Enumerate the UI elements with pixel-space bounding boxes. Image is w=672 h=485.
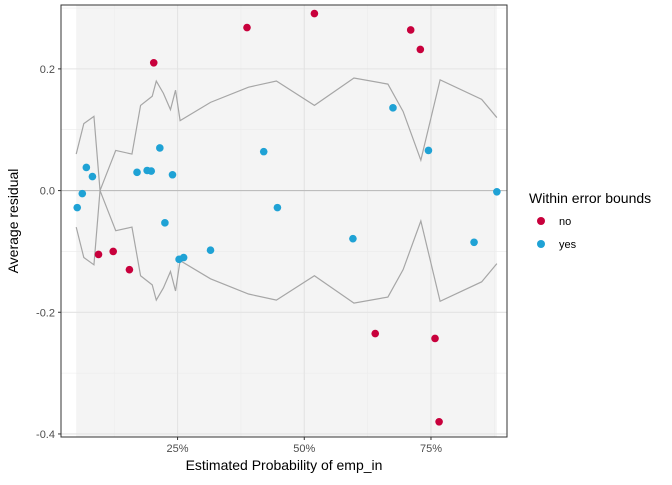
data-point-no [109, 247, 118, 256]
data-point-yes [88, 172, 97, 181]
data-point-yes [179, 253, 188, 262]
data-point-no [435, 417, 443, 426]
data-point-no [243, 23, 251, 32]
data-point-no [371, 329, 380, 338]
legend-key-no [537, 217, 545, 225]
data-point-yes [147, 167, 156, 175]
data-point-yes [389, 104, 397, 112]
axis-ticks: 25% 50% 75% -0.4 -0.2 0.0 0.2 [36, 64, 442, 455]
data-point-yes [161, 219, 169, 227]
y-tick-label: 0.0 [40, 186, 55, 198]
x-tick-label: 25% [167, 443, 189, 455]
data-point-yes [78, 189, 87, 198]
y-tick-label: -0.2 [36, 307, 55, 319]
data-point-no [406, 26, 415, 34]
legend-label-no: no [559, 216, 571, 228]
data-point-yes [470, 238, 478, 247]
x-tick-label: 50% [293, 443, 315, 455]
data-point-no [149, 59, 158, 67]
y-axis-title: Average residual [5, 169, 21, 274]
data-point-no [416, 45, 425, 54]
upper-error-bound-line [75, 77, 498, 191]
x-axis-title: Estimated Probability of emp_in [186, 457, 383, 473]
y-tick-label: 0.2 [40, 64, 55, 76]
data-point-yes [73, 203, 82, 212]
data-point-yes [206, 246, 215, 255]
data-point-yes [168, 170, 177, 179]
legend-title: Within error bounds [529, 190, 651, 206]
lower-error-bound-line [75, 190, 498, 304]
data-point-no [431, 334, 439, 343]
probability-range-shading [76, 5, 497, 437]
data-point-yes [493, 187, 501, 196]
legend-key-yes [537, 240, 545, 248]
data-point-yes [424, 146, 433, 155]
data-point-yes [156, 144, 164, 152]
data-point-yes [133, 168, 141, 177]
data-point-yes [273, 203, 282, 212]
plot-panel-border [60, 4, 508, 438]
data-point-yes [82, 163, 91, 172]
legend-label-yes: yes [559, 239, 577, 251]
data-point-yes [349, 234, 357, 243]
data-points [73, 9, 501, 426]
data-point-no [94, 250, 103, 259]
data-point-no [310, 9, 319, 18]
legend: Within error bounds no yes [529, 190, 651, 251]
y-tick-label: -0.4 [36, 429, 55, 441]
data-point-yes [259, 147, 268, 156]
data-point-no [125, 265, 134, 274]
x-tick-label: 75% [420, 443, 442, 455]
error-bounds [75, 77, 498, 304]
